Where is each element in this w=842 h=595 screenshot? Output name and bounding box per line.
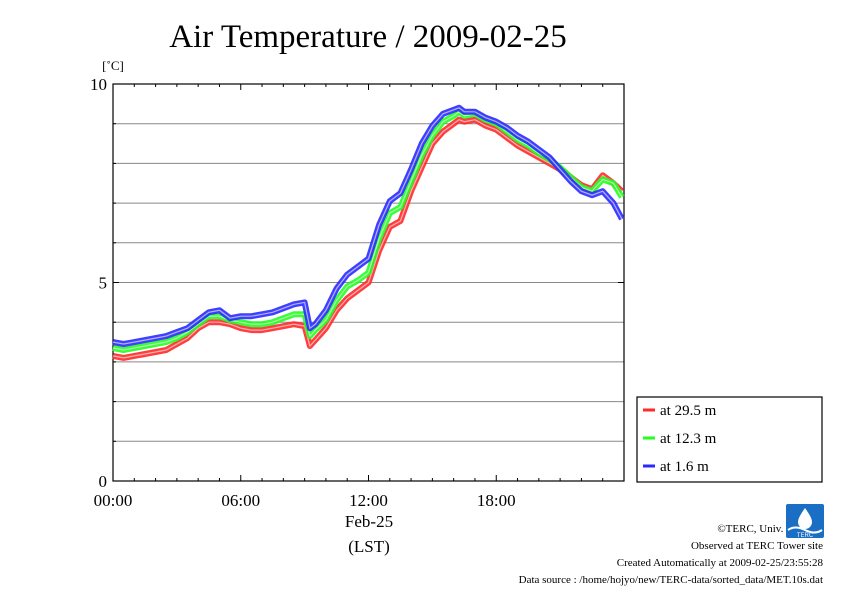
series-lines [112, 104, 625, 361]
series-highlight [112, 111, 623, 351]
series-highlight [112, 107, 623, 345]
legend: at 29.5 m at 12.3 m at 1.6 m [636, 396, 823, 483]
legend-label: at 1.6 m [660, 459, 709, 475]
series-line-at-1-6-m [112, 104, 625, 347]
legend-label: at 29.5 m [660, 403, 717, 419]
y-tick-label: 0 [99, 472, 108, 491]
x-axis-ticks: 00:00 06:00 12:00 18:00 [94, 84, 604, 510]
credit-created: Created Automatically at 2009-02-25/23:5… [617, 557, 824, 569]
x-tick-label: 00:00 [94, 491, 133, 510]
y-tick-label: 5 [99, 274, 108, 293]
y-axis-unit-label: [˚C] [102, 58, 124, 73]
x-tick-label: 18:00 [477, 491, 516, 510]
y-tick-label: 10 [90, 75, 107, 94]
chart-title: Air Temperature / 2009-02-25 [169, 19, 567, 55]
credits: ©TERC, Univ. Tsukuba Observed at TERC To… [519, 523, 824, 586]
y-axis-ticks: 0 5 10 [90, 75, 624, 491]
x-tick-label: 12:00 [349, 491, 388, 510]
series-line-at-12-3-m [112, 108, 625, 353]
legend-label: at 12.3 m [660, 431, 717, 447]
credit-data-source: Data source : /home/hojyo/new/TERC-data/… [519, 574, 823, 586]
x-axis-unit-label: (LST) [348, 537, 390, 556]
credit-site: Observed at TERC Tower site [691, 540, 823, 552]
x-axis-date-label: Feb-25 [345, 512, 393, 531]
legend-box [636, 396, 823, 483]
series-highlight [112, 119, 623, 359]
logo-text: TERC [797, 533, 814, 539]
terc-logo: TERC [786, 504, 824, 539]
x-tick-label: 06:00 [221, 491, 260, 510]
